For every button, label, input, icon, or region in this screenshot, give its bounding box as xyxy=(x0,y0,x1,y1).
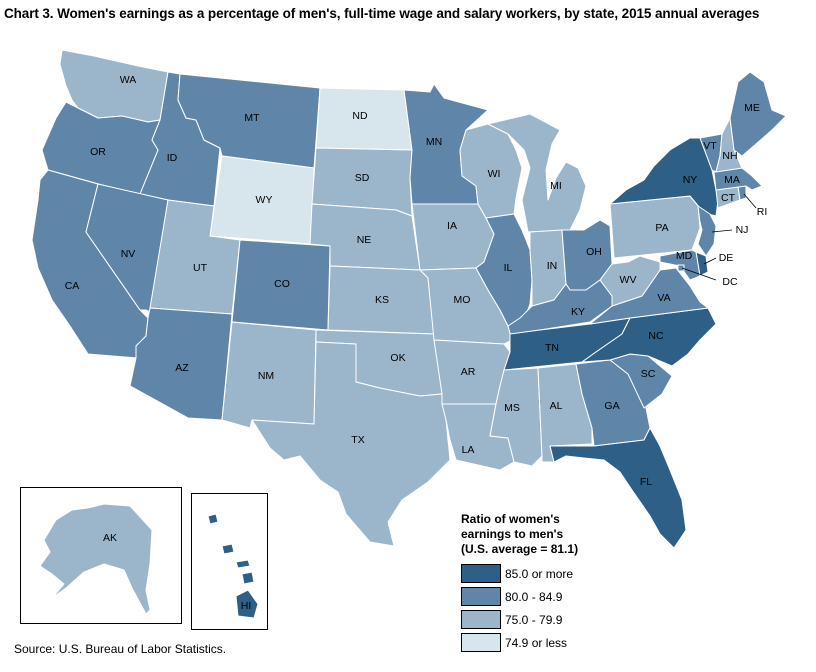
state-label-tn: TN xyxy=(545,342,559,354)
state-label-sc: SC xyxy=(641,368,656,380)
state-nc[interactable] xyxy=(581,307,717,367)
state-label-md: MD xyxy=(676,250,693,262)
state-fl[interactable] xyxy=(549,427,687,549)
legend-label: 75.0 - 79.9 xyxy=(505,612,563,627)
state-ri[interactable] xyxy=(737,185,747,201)
state-label-or: OR xyxy=(90,146,106,158)
state-label-ca: CA xyxy=(65,280,80,292)
state-label-ky: KY xyxy=(571,306,585,318)
state-label-wa: WA xyxy=(120,74,137,86)
state-label-ne: NE xyxy=(357,234,372,246)
state-ma[interactable] xyxy=(713,167,763,191)
state-label-il: IL xyxy=(504,262,513,274)
state-label-ok: OK xyxy=(390,352,405,364)
state-label-hi: HI xyxy=(241,600,252,612)
state-label-ms: MS xyxy=(504,402,520,414)
state-label-ri: RI xyxy=(757,206,768,218)
state-me[interactable] xyxy=(729,71,787,157)
state-label-ar: AR xyxy=(461,366,476,378)
state-label-fl: FL xyxy=(640,476,652,488)
state-label-pa: PA xyxy=(655,222,668,234)
state-mi[interactable] xyxy=(487,113,587,233)
source-note: Source: U.S. Bureau of Labor Statistics. xyxy=(14,642,227,656)
state-label-nd: ND xyxy=(352,110,368,122)
state-label-ak: AK xyxy=(103,532,117,544)
state-label-ny: NY xyxy=(683,174,698,186)
state-label-me: ME xyxy=(744,102,760,114)
state-wv[interactable] xyxy=(599,255,661,307)
state-label-nv: NV xyxy=(121,248,136,260)
legend-label: 80.0 - 84.9 xyxy=(505,589,563,604)
chart-title: Chart 3. Women's earnings as a percentag… xyxy=(4,6,760,21)
state-label-al: AL xyxy=(550,400,563,412)
state-label-ga: GA xyxy=(604,400,619,412)
state-label-ks: KS xyxy=(375,294,389,306)
state-label-mn: MN xyxy=(426,136,442,148)
state-labels: WA OR CA ID NV MT WY UT AZ CO NM ND SD NE KS OK TX MN IA MO… xyxy=(65,74,768,612)
legend-label: 85.0 or more xyxy=(505,566,574,581)
legend-swatch xyxy=(461,610,501,629)
state-label-ia: IA xyxy=(447,220,457,232)
state-label-co: CO xyxy=(274,278,290,290)
state-label-wi: WI xyxy=(488,168,501,180)
legend-title-line: (U.S. average = 81.1) xyxy=(461,542,579,556)
state-label-mt: MT xyxy=(244,112,260,124)
legend-swatch xyxy=(461,633,501,652)
legend-item: 74.9 or less xyxy=(461,632,661,653)
state-label-dc: DC xyxy=(722,276,738,288)
state-label-sd: SD xyxy=(355,172,370,184)
state-label-nc: NC xyxy=(648,330,664,342)
state-label-oh: OH xyxy=(586,246,602,258)
state-label-nm: NM xyxy=(258,370,274,382)
state-label-de: DE xyxy=(719,252,734,264)
legend-label: 74.9 or less xyxy=(505,635,568,650)
state-label-vt: VT xyxy=(703,140,717,152)
legend-title: Ratio of women's earnings to men's (U.S.… xyxy=(461,512,661,557)
state-label-ut: UT xyxy=(193,262,208,274)
legend: Ratio of women's earnings to men's (U.S.… xyxy=(461,512,661,655)
label-leader-lines xyxy=(681,193,757,281)
legend-swatch xyxy=(461,564,501,583)
legend-item: 85.0 or more xyxy=(461,563,661,584)
state-ak[interactable] xyxy=(39,503,153,615)
state-label-nj: NJ xyxy=(736,224,749,236)
state-label-la: LA xyxy=(462,444,475,456)
state-tx[interactable] xyxy=(251,341,451,547)
state-label-tx: TX xyxy=(351,434,364,446)
state-label-wv: WV xyxy=(620,274,637,286)
state-label-ct: CT xyxy=(721,192,736,204)
state-hi[interactable] xyxy=(207,513,259,619)
state-label-va: VA xyxy=(657,292,670,304)
state-label-az: AZ xyxy=(175,362,189,374)
state-dc[interactable] xyxy=(677,264,685,272)
state-label-ma: MA xyxy=(724,174,740,186)
legend-title-line: earnings to men's xyxy=(461,527,564,541)
legend-item: 80.0 - 84.9 xyxy=(461,586,661,607)
legend-title-line: Ratio of women's xyxy=(461,512,560,526)
legend-swatch xyxy=(461,587,501,606)
states-layer xyxy=(31,49,787,619)
legend-item: 75.0 - 79.9 xyxy=(461,609,661,630)
state-label-nh: NH xyxy=(722,150,737,162)
state-label-mi: MI xyxy=(550,180,562,192)
state-label-wy: WY xyxy=(256,194,273,206)
state-label-id: ID xyxy=(167,152,178,164)
state-label-in: IN xyxy=(547,260,558,272)
state-ia[interactable] xyxy=(411,203,495,271)
state-label-mo: MO xyxy=(454,294,471,306)
